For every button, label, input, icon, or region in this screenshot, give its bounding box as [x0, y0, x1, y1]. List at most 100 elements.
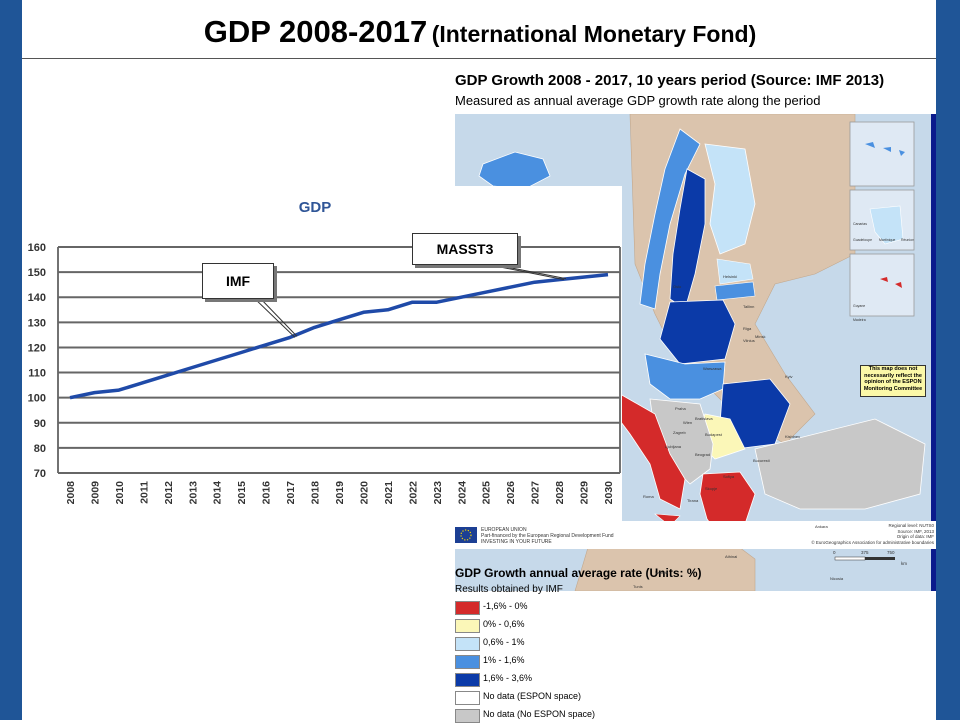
map-city-label: Kishinev [785, 434, 801, 439]
y-tick-label: 100 [28, 393, 46, 405]
eu-flag-icon [455, 527, 477, 543]
title-divider [22, 58, 936, 59]
annotation-leader [252, 296, 296, 338]
legend-subtitle: Results obtained by IMF [455, 584, 563, 595]
gdp-line-chart: GDP 70 80 90 100 110 120 130 140 150 160 2008 2009 20… [28, 199, 621, 505]
map-city-label: Nicosia [830, 576, 844, 581]
y-tick-label: 110 [28, 368, 46, 380]
legend-label: No data (No ESPON space) [483, 709, 596, 719]
map-city-label: Helsinki [723, 274, 738, 279]
map-city-label: Tirana [687, 498, 699, 503]
x-tick-label: 2009 [89, 481, 101, 505]
y-tick-label: 80 [34, 443, 46, 455]
legend-swatch [455, 655, 480, 669]
legend-swatch [455, 637, 480, 651]
y-tick-label: 70 [34, 468, 46, 480]
map-city-label: Sofiya [723, 474, 735, 479]
legend-label: 0,6% - 1% [483, 637, 525, 647]
map-city-label: Tallinn [743, 304, 755, 309]
left-accent-bar [0, 0, 22, 720]
map-city-label: Ankara [815, 524, 828, 529]
map-city-label: Athinai [725, 554, 738, 559]
map-city-label: Warszawa [703, 366, 722, 371]
x-tick-label: 2024 [456, 481, 468, 505]
x-tick-label: 2019 [334, 481, 346, 505]
map-scale-label: 375 [861, 550, 869, 555]
x-tick-label: 2028 [554, 481, 566, 505]
map-scale-label: 750 [887, 550, 895, 555]
map-inset-label: Guadeloupe [853, 238, 873, 242]
map-city-label: Skopje [705, 486, 718, 491]
annotation-imf: IMF [202, 263, 274, 299]
x-tick-label: 2011 [138, 481, 150, 504]
x-tick-label: 2023 [432, 481, 444, 505]
map-city-label: Praha [675, 406, 686, 411]
y-tick-label: 160 [28, 242, 46, 254]
map-city-label: Wien [683, 420, 693, 425]
x-tick-label: 2013 [187, 481, 199, 505]
x-tick-label: 2027 [530, 481, 542, 505]
map-city-label: Ljubljana [665, 444, 682, 449]
eu-funding-text: EUROPEAN UNION Part-financed by the Euro… [481, 527, 614, 545]
map-city-label: Oslo [673, 284, 682, 289]
map-city-label: Valletta [655, 570, 669, 575]
y-tick-label: 130 [28, 317, 46, 329]
legend-label: -1,6% - 0% [483, 601, 528, 611]
x-tick-label: 2014 [212, 481, 224, 505]
right-accent-bar [936, 0, 960, 720]
legend-label: 1% - 1,6% [483, 655, 525, 665]
annotation-leader [479, 262, 565, 281]
map-city-label: Beograd [695, 452, 711, 457]
legend-swatch [455, 601, 480, 615]
x-tick-label: 2022 [407, 481, 419, 505]
map-scale-label: 0 [833, 550, 836, 555]
legend-swatch [455, 619, 480, 633]
map-title: GDP Growth 2008 - 2017, 10 years period … [455, 72, 885, 89]
chart-title: GDP [299, 199, 332, 216]
map-frame-edge [931, 114, 936, 591]
map-disclaimer-note: This map does not necessarily reflect th… [860, 365, 926, 397]
x-tick-label: 2026 [505, 481, 517, 505]
map-city-label: Zagreb [673, 430, 686, 435]
annotation-leader [258, 296, 298, 337]
x-tick-label: 2012 [163, 481, 175, 505]
x-tick-label: 2030 [603, 481, 615, 505]
x-tick-label: 2020 [358, 481, 370, 505]
map-footer: EUROPEAN UNION Part-financed by the Euro… [453, 521, 936, 549]
x-tick-label: 2015 [236, 481, 248, 505]
x-tick-label: 2010 [114, 481, 126, 505]
map-city-label: Tunis [633, 584, 643, 589]
x-tick-label: 2008 [65, 481, 77, 505]
map-inset-label: Canarias [853, 222, 868, 226]
slide-title-main: GDP 2008-2017 [203, 14, 428, 49]
gdp-chart-panel: GDP 70 80 90 100 110 120 130 140 150 160 2008 2009 20… [22, 186, 622, 522]
map-credits: Regional level: NUTS0 Source: IMF, 2013 … [811, 523, 934, 545]
y-tick-label: 150 [28, 267, 46, 279]
legend-label: No data (ESPON space) [483, 691, 582, 701]
map-city-label: Budapest [705, 432, 722, 437]
y-tick-label: 120 [28, 342, 46, 354]
legend-title: GDP Growth annual average rate (Units: %… [455, 566, 702, 580]
gdp-series-line [69, 272, 609, 400]
map-city-label: Roma [643, 494, 654, 499]
x-tick-label: 2029 [579, 481, 591, 505]
x-tick-label: 2021 [383, 481, 395, 505]
x-tick-label: 2016 [261, 481, 273, 505]
y-tick-label: 140 [28, 292, 46, 304]
map-city-label: Riga [743, 326, 752, 331]
annotation-masst3: MASST3 [412, 233, 518, 265]
map-city-label: Bucuresti [753, 458, 770, 463]
map-city-label: Kyiv [785, 374, 793, 379]
y-tick-label: 90 [34, 418, 46, 430]
map-inset-label: Guyane [853, 304, 866, 308]
annotation-leader [485, 262, 567, 280]
map-city-label: Bratislava [695, 416, 713, 421]
map-inset-label: Madeira [853, 318, 866, 322]
legend-swatch [455, 673, 480, 687]
legend-label: 1,6% - 3,6% [483, 673, 533, 683]
map-scale-label: km [901, 561, 907, 566]
map-city-label: Minsk [755, 334, 766, 339]
map-subtitle: Measured as annual average GDP growth ra… [455, 93, 821, 108]
slide-title: GDP 2008-2017 (International Monetary Fo… [0, 14, 960, 50]
map-inset-label: Réunion [901, 238, 915, 242]
